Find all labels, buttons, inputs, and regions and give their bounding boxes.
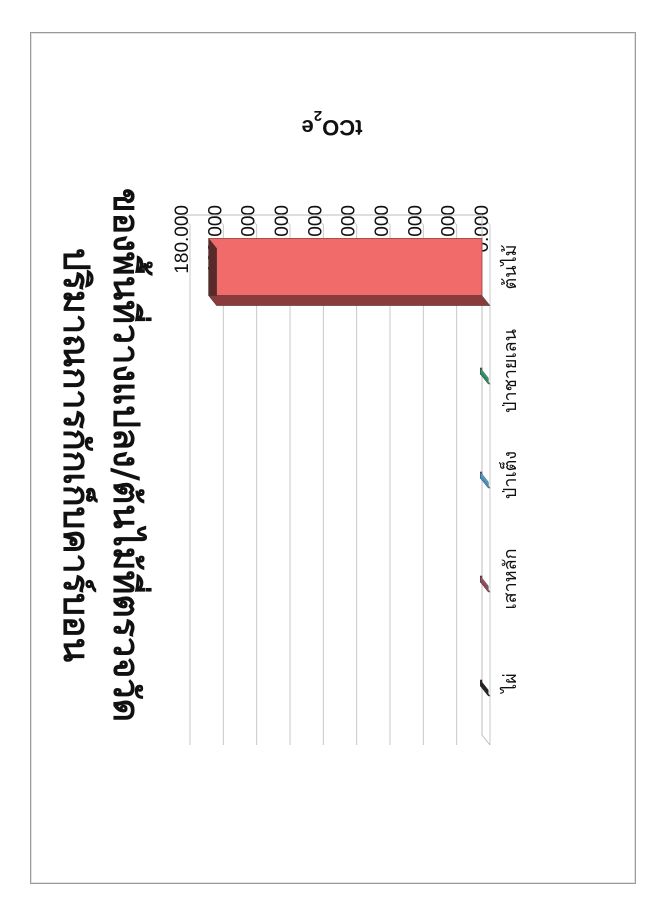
gridline-side bbox=[348, 214, 358, 226]
gridline-side bbox=[448, 214, 458, 226]
bar-side bbox=[208, 295, 491, 306]
y-tick-label: 180.000 bbox=[172, 205, 193, 274]
bar bbox=[208, 238, 483, 296]
gridline-side bbox=[381, 214, 391, 226]
gridline-side bbox=[281, 214, 291, 226]
gridline-side bbox=[414, 214, 424, 226]
x-category-label: เสาหลัก bbox=[500, 548, 521, 609]
bar-side bbox=[479, 685, 491, 697]
x-category-label: ไผ่ bbox=[499, 673, 521, 695]
gridline-side bbox=[481, 214, 491, 226]
y-axis-label: tCO2e bbox=[302, 108, 363, 141]
bar-side bbox=[479, 581, 491, 593]
x-category-label: ต้นไม้ bbox=[499, 245, 521, 290]
gridline-side bbox=[214, 214, 224, 226]
floor-edge-right bbox=[481, 734, 491, 746]
bar-side bbox=[479, 477, 491, 489]
gridline-side bbox=[181, 214, 191, 226]
gridline-side bbox=[314, 214, 324, 226]
bar-side bbox=[479, 373, 491, 385]
x-category-label: ป่าชายเลน bbox=[500, 329, 521, 413]
x-category-label: ป่าเต็ง bbox=[498, 451, 521, 499]
chart-frame bbox=[30, 32, 636, 884]
gridline-side bbox=[248, 214, 258, 226]
